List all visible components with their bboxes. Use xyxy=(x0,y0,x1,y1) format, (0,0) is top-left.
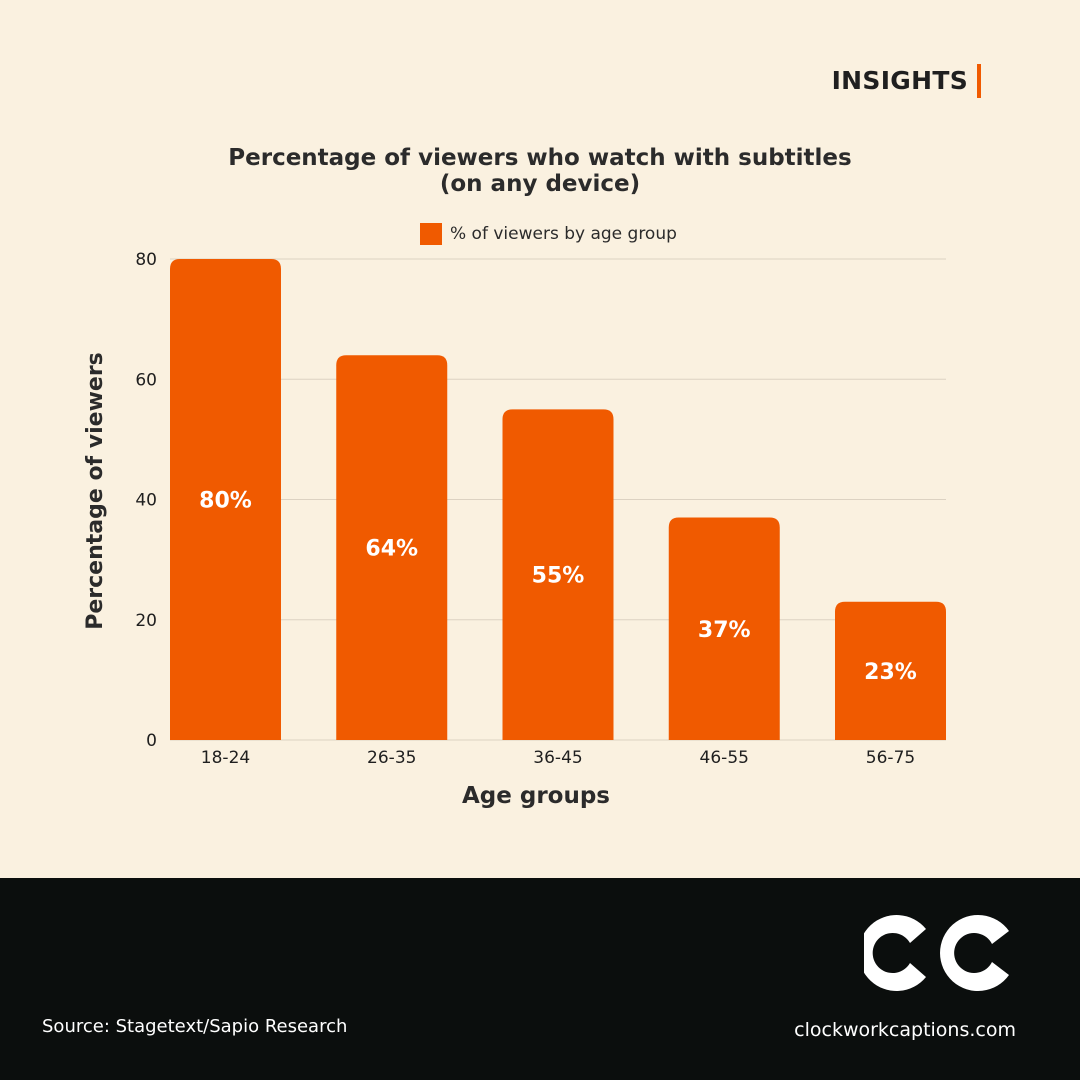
bar-value-label: 80% xyxy=(199,489,252,514)
bar-value-label: 37% xyxy=(698,618,751,643)
x-tick-label: 26-35 xyxy=(367,748,416,768)
chart-title-line-2: (on any device) xyxy=(439,171,641,197)
y-tick-label: 20 xyxy=(135,611,157,631)
bar-value-label: 55% xyxy=(532,564,585,589)
y-axis-label: Percentage of viewers xyxy=(83,352,108,630)
bar-value-label: 23% xyxy=(864,660,917,685)
x-tick-label: 18-24 xyxy=(201,748,250,768)
bar-18-24 xyxy=(170,259,281,740)
bar-value-labels: 80% 64% 55% 37% 23% xyxy=(199,489,917,685)
legend-swatch xyxy=(420,223,442,245)
footer: Source: Stagetext/Sapio Research clockwo… xyxy=(0,878,1080,1080)
bar-value-label: 64% xyxy=(365,537,418,562)
chart-title: Percentage of viewers who watch with sub… xyxy=(190,145,890,197)
bar-46-55 xyxy=(668,517,780,740)
y-tick-label: 40 xyxy=(135,491,157,511)
x-tick-label: 46-55 xyxy=(700,748,749,768)
y-tick-label: 0 xyxy=(146,731,157,751)
y-tick-label: 60 xyxy=(135,370,157,390)
insights-accent-bar xyxy=(977,64,981,98)
legend-label: % of viewers by age group xyxy=(450,224,677,244)
bar-chart: 0 20 40 60 80 80% 64% 55% 37% 23% 18-24 26-35 36-4… xyxy=(83,250,946,809)
bar-26-35 xyxy=(336,355,448,740)
website-link[interactable]: clockworkcaptions.com xyxy=(794,1019,1016,1041)
y-tick-label: 80 xyxy=(135,250,157,270)
bar-56-75 xyxy=(835,601,946,740)
x-tick-label: 36-45 xyxy=(533,748,582,768)
source-credit: Source: Stagetext/Sapio Research xyxy=(42,1016,348,1037)
insights-heading: INSIGHTS xyxy=(831,66,968,95)
x-axis-ticks: 18-24 26-35 36-45 46-55 56-75 xyxy=(201,748,915,768)
x-tick-label: 56-75 xyxy=(866,748,915,768)
x-axis-label: Age groups xyxy=(462,783,610,809)
infographic-panel: INSIGHTS Percentage of viewers who watch… xyxy=(83,64,981,809)
bar-36-45 xyxy=(502,409,614,740)
chart-legend: % of viewers by age group xyxy=(420,222,677,246)
chart-title-line-1: Percentage of viewers who watch with sub… xyxy=(228,145,852,171)
y-axis-ticks: 0 20 40 60 80 xyxy=(135,250,157,751)
cc-logo-icon xyxy=(864,915,1009,991)
bars xyxy=(170,259,946,740)
